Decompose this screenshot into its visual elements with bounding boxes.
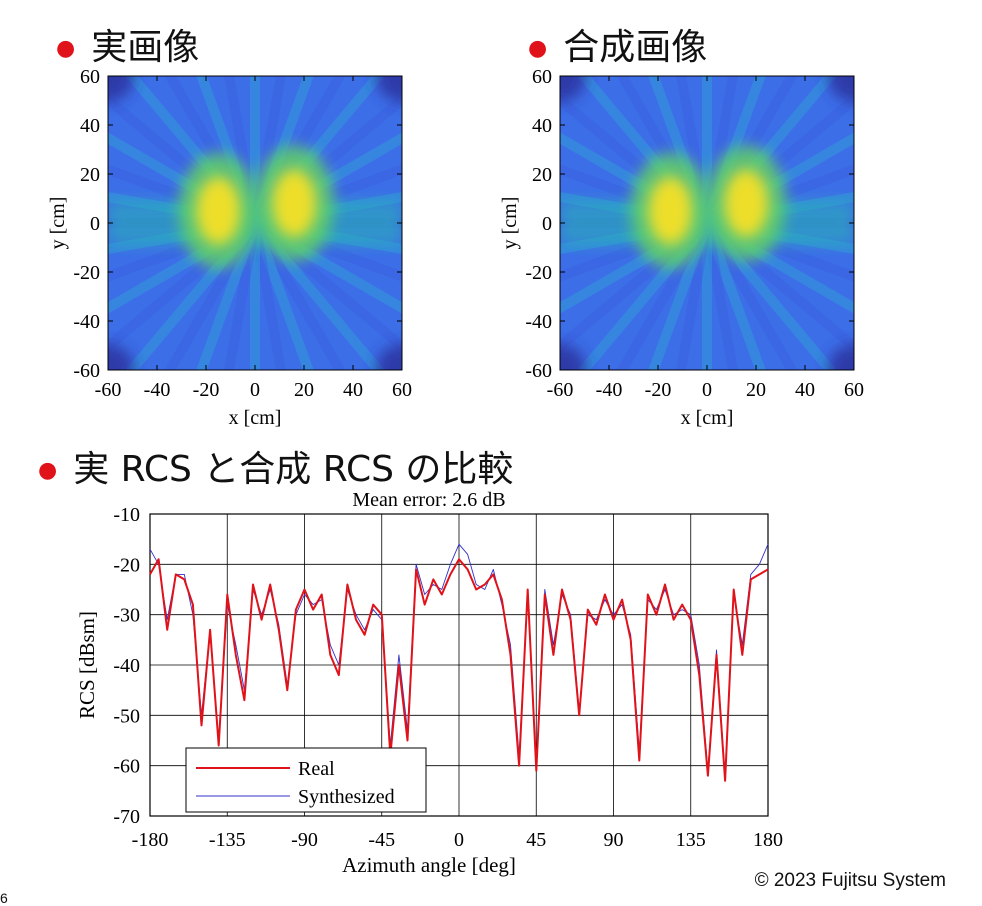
y-axis-label: y [cm] xyxy=(499,197,521,250)
y-tick-label: -20 xyxy=(73,262,100,284)
x-tick-label: -90 xyxy=(291,829,318,851)
x-axis-label: x [cm] xyxy=(229,407,282,429)
y-axis-label: RCS [dBsm] xyxy=(75,611,99,719)
chart-title: Mean error: 2.6 dB xyxy=(352,489,505,511)
x-tick-label: 90 xyxy=(604,829,624,851)
y-tick-label: -60 xyxy=(73,360,100,382)
y-tick-label: 20 xyxy=(80,164,100,186)
heatmap-streak xyxy=(196,221,260,370)
heading-real-image-text: 実画像 xyxy=(91,27,200,68)
x-axis-label: x [cm] xyxy=(681,407,734,429)
x-tick-label: 135 xyxy=(676,829,706,851)
x-tick-label: 20 xyxy=(746,379,766,401)
y-tick-label: -40 xyxy=(73,311,100,333)
y-tick-label: 60 xyxy=(532,66,552,88)
heading-rcs-compare-text: 実 RCS と合成 RCS の比較 xyxy=(73,449,514,490)
x-tick-label: -60 xyxy=(95,379,122,401)
heatmap-hotspot xyxy=(196,176,241,245)
heading-rcs-compare: ● 実 RCS と合成 RCS の比較 xyxy=(38,452,513,488)
x-tick-label: -135 xyxy=(209,829,246,851)
heading-synth-image-text: 合成画像 xyxy=(563,27,708,68)
y-tick-label: -40 xyxy=(113,655,140,677)
legend-label: Synthesized xyxy=(298,786,395,808)
page-number: 6 xyxy=(0,890,8,906)
y-tick-label: -50 xyxy=(113,705,140,727)
heatmap-corner xyxy=(828,344,854,370)
y-tick-label: -70 xyxy=(113,806,140,828)
heatmap-streak xyxy=(224,222,260,370)
heatmap-corner xyxy=(560,76,586,102)
bullet-dot-icon: ● xyxy=(528,36,548,61)
heatmap-streak xyxy=(702,222,738,370)
heatmap-streak xyxy=(648,221,712,370)
x-tick-label: -20 xyxy=(645,379,672,401)
y-tick-label: -60 xyxy=(525,360,552,382)
y-tick-label: -60 xyxy=(113,756,140,778)
x-tick-label: 20 xyxy=(294,379,314,401)
x-tick-label: -180 xyxy=(132,829,169,851)
y-tick-label: -30 xyxy=(113,605,140,627)
heatmap-streak xyxy=(702,220,798,370)
legend-label: Real xyxy=(298,758,335,780)
heatmap-hotspot xyxy=(648,176,693,245)
heatmap-streak xyxy=(250,221,314,370)
y-tick-label: 0 xyxy=(542,213,552,235)
heatmap-corner xyxy=(560,344,586,370)
heatmap-corner xyxy=(108,344,134,370)
legend-box xyxy=(185,747,427,813)
copyright-text: © 2023 Fujitsu System xyxy=(754,870,946,891)
x-tick-label: 60 xyxy=(844,379,864,401)
series-real-line xyxy=(149,558,769,782)
heading-real-image: ● 実画像 xyxy=(56,30,199,66)
heatmap-corner xyxy=(376,344,402,370)
heatmap-hotspot xyxy=(724,169,769,238)
x-tick-label: -40 xyxy=(596,379,623,401)
bullet-dot-icon: ● xyxy=(38,458,58,483)
heatmap-corner xyxy=(828,76,854,102)
x-tick-label: -40 xyxy=(144,379,171,401)
x-tick-label: -20 xyxy=(193,379,220,401)
x-axis-label: Azimuth angle [deg] xyxy=(342,853,516,877)
y-tick-label: 40 xyxy=(532,115,552,137)
x-tick-label: 60 xyxy=(392,379,412,401)
y-tick-label: 40 xyxy=(80,115,100,137)
y-tick-label: 0 xyxy=(90,213,100,235)
heatmap-streak xyxy=(676,222,712,370)
synthesized-image-heatmap: -60 -40 -20 0 20 40 60 60 40 20 0 -20 -40 -60 x [cm] y … xyxy=(499,66,864,429)
x-tick-label: 40 xyxy=(343,379,363,401)
heatmap-corner xyxy=(376,76,402,102)
bullet-dot-icon: ● xyxy=(56,36,76,61)
heatmap-streak xyxy=(250,222,286,370)
y-tick-label: -10 xyxy=(113,504,140,526)
heatmap-streak xyxy=(702,221,766,370)
x-tick-label: -60 xyxy=(547,379,574,401)
rcs-comparison-chart: -180 -135 -90 -45 0 45 90 135 180 -10 -20 -30 -40 -50… xyxy=(75,489,783,877)
legend: Real Synthesized xyxy=(185,747,427,813)
x-tick-label: 180 xyxy=(753,829,783,851)
x-tick-label: 40 xyxy=(795,379,815,401)
heatmap-streak xyxy=(250,220,346,370)
x-tick-label: 0 xyxy=(702,379,712,401)
heatmap-corner xyxy=(108,76,134,102)
real-image-heatmap: -60 -40 -20 0 20 40 60 60 40 20 0 -20 -40 -60 x [cm] y … xyxy=(47,66,412,429)
x-tick-label: -45 xyxy=(368,829,395,851)
x-tick-label: 0 xyxy=(250,379,260,401)
heatmap-hotspot xyxy=(272,169,317,238)
y-tick-label: 60 xyxy=(80,66,100,88)
x-tick-label: 0 xyxy=(454,829,464,851)
y-tick-label: -40 xyxy=(525,311,552,333)
y-tick-label: -20 xyxy=(525,262,552,284)
heading-synth-image: ● 合成画像 xyxy=(528,30,707,66)
y-tick-label: 20 xyxy=(532,164,552,186)
y-tick-label: -20 xyxy=(113,554,140,576)
x-tick-label: 45 xyxy=(526,829,546,851)
y-axis-label: y [cm] xyxy=(47,197,69,250)
